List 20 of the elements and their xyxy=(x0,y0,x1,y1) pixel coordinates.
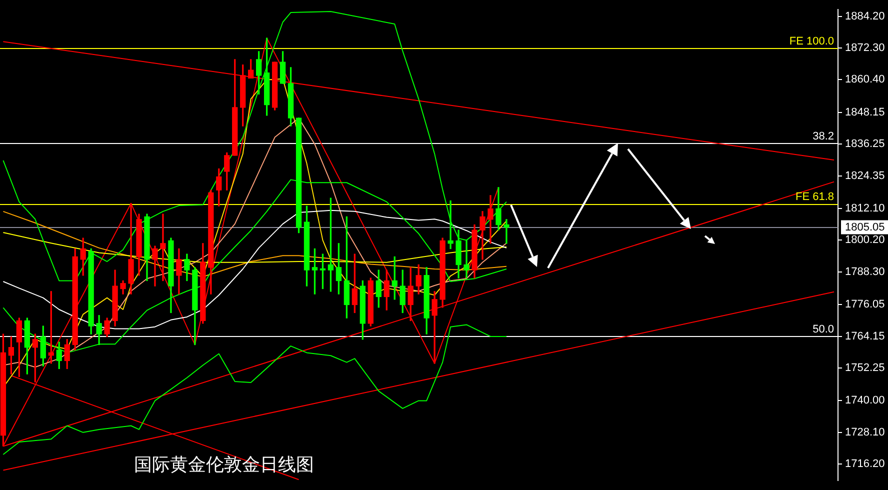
y-tick-label: 1776.05 xyxy=(845,298,885,311)
y-tick-label: 1836.25 xyxy=(845,138,885,150)
y-tick-label: 1884.20 xyxy=(845,10,885,22)
y-tick-label: 1824.35 xyxy=(845,170,885,182)
ref-line-label: 1805.05 xyxy=(845,221,885,234)
y-tick-label: 1788.30 xyxy=(845,266,885,278)
y-tick-label: 1872.30 xyxy=(845,42,885,54)
y-tick-label: 1848.15 xyxy=(845,106,885,118)
y-tick-label: 1752.25 xyxy=(845,362,885,374)
annotation: FE 100.0 xyxy=(789,36,834,48)
annotation: FE 61.8 xyxy=(795,191,834,204)
y-tick-label: 1716.20 xyxy=(845,458,885,470)
y-tick-label: 1812.10 xyxy=(845,202,885,215)
y-tick-label: 1800.20 xyxy=(845,234,885,246)
annotation: 38.2 xyxy=(812,130,834,143)
y-tick-label: 1728.10 xyxy=(845,426,885,438)
annotation: 50.0 xyxy=(812,324,834,336)
y-tick-label: 1764.15 xyxy=(845,330,885,342)
y-tick-label: 1740.00 xyxy=(845,394,885,407)
y-tick-label: 1860.40 xyxy=(845,74,885,86)
